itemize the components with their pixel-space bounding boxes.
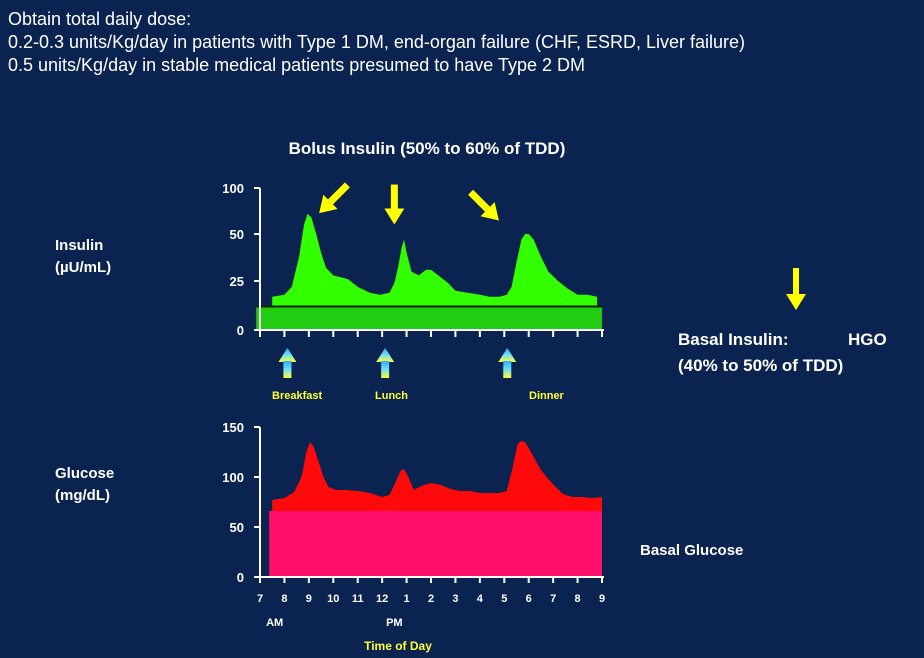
bolus-arrow-shaft [390,184,398,209]
glucose-y-tick-label: 100 [222,470,244,485]
x-tick-label: 10 [327,593,339,605]
meal-arrow-shaft [381,361,390,378]
x-tick-label: 2 [428,593,434,605]
x-tick-label: 8 [281,593,287,605]
meal-label-breakfast: Breakfast [272,390,322,402]
glucose-area [272,441,602,511]
insulin-y-tick-label: 25 [230,274,244,289]
basal-glucose-band [269,511,602,576]
glucose-ylabel-line-2: (mg/dL) [55,487,110,504]
intro-text: Obtain total daily dose: 0.2-0.3 units/K… [8,8,745,77]
basal-insulin-band [256,306,602,329]
glucose-y-tick-label: 0 [237,570,244,585]
insulin-ylabel-line-1: Insulin [55,237,103,254]
meal-arrow-dinner-icon [498,348,517,378]
meal-arrow-head [498,348,517,362]
intro-line-1: 0.2-0.3 units/Kg/day in patients with Ty… [8,32,746,52]
x-tick-label: 6 [526,593,532,605]
x-tick-label: 11 [352,593,364,605]
glucose-y-tick-label: 50 [230,520,244,535]
bolus-arrow-down-left-icon [319,182,350,214]
bolus-arrow-down-icon [384,184,405,225]
meal-arrow-head [278,348,297,362]
bolus-arrow-head [480,202,499,221]
meal-arrow-head [376,348,395,362]
bolus-arrow-head [319,194,338,214]
x-axis-title: Time of Day [364,639,432,653]
meal-arrow-shaft [503,361,512,378]
intro-line-2: 0.5 units/Kg/day in stable medical patie… [8,55,585,75]
x-tick-label: 9 [306,593,312,605]
bolus-insulin-area [272,213,598,309]
insulin-ylabel-line-2: (µU/mL) [55,259,111,276]
x-tick-label: 1 [404,593,410,605]
insulin-y-tick-label: 100 [222,181,244,196]
x-tick-label: 9 [599,593,605,605]
x-tick-label: 3 [452,593,458,605]
hgo-label: HGO [848,330,887,349]
bolus-arrow-down-right-icon [468,189,499,221]
x-tick-label: 7 [550,593,556,605]
glucose-y-tick-label: 150 [222,420,244,435]
x-tick-label: 7 [257,593,263,605]
x-tick-label: 12 [376,593,388,605]
x-sublabel-am: AM [266,617,283,629]
glucose-ylabel-line-1: Glucose [55,465,114,482]
x-tick-label: 4 [477,593,484,605]
intro-heading: Obtain total daily dose: [8,9,192,29]
bolus-arrow-head [384,208,405,225]
meal-label-dinner: Dinner [529,390,565,402]
insulin-y-tick-label: 0 [237,323,244,338]
meal-arrow-lunch-icon [376,348,395,378]
basal-insulin-pct: (40% to 50% of TDD) [678,356,843,375]
bolus-insulin-title: Bolus Insulin (50% to 60% of TDD) [289,139,566,158]
x-tick-label: 5 [501,593,507,605]
meal-arrow-shaft [283,361,292,378]
bolus-arrow-shaft [468,189,491,212]
meal-label-lunch: Lunch [375,390,408,402]
x-sublabel-pm: PM [386,617,403,629]
basal-insulin-label: Basal Insulin: [678,330,789,349]
insulin-plot: 100 50 25 0 Breakfast Lunch Dinner [222,181,604,402]
bolus-arrow-shaft [327,182,350,205]
x-tick-label: 8 [575,593,581,605]
basal-insulin-arrow [786,268,806,310]
insulin-y-tick-label: 50 [230,227,244,242]
basal-glucose-label: Basal Glucose [640,542,743,559]
meal-arrow-breakfast-icon [278,348,297,378]
